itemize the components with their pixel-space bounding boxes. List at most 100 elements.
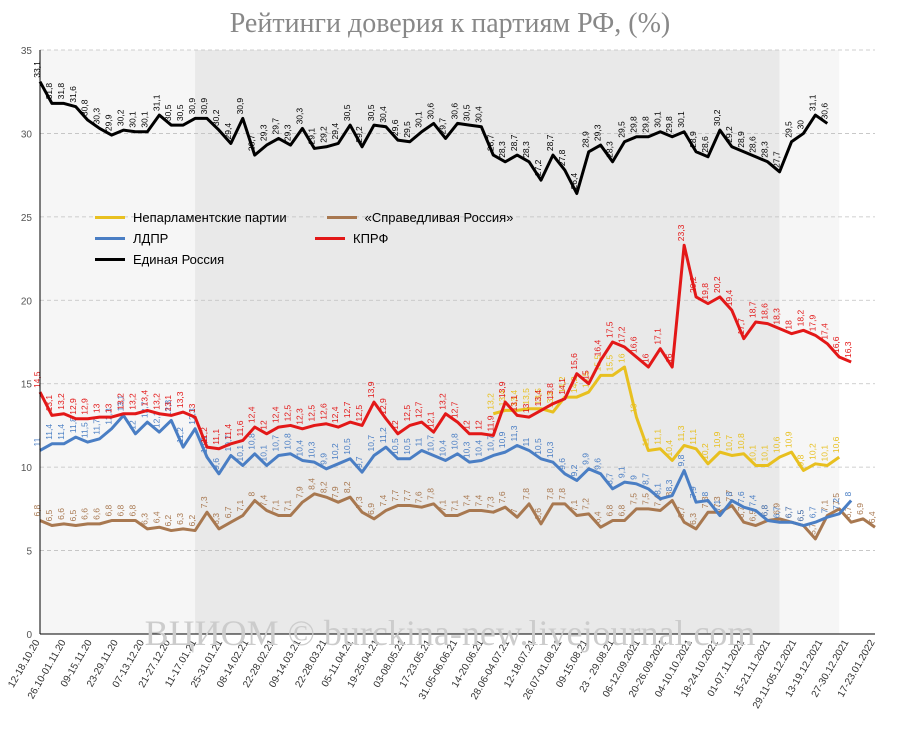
legend-label: Непарламентские партии: [133, 210, 287, 225]
svg-text:27,8: 27,8: [557, 149, 567, 166]
svg-text:29,4: 29,4: [223, 123, 233, 140]
svg-text:12,7: 12,7: [342, 401, 352, 418]
svg-text:10,5: 10,5: [402, 438, 412, 455]
svg-text:13,1: 13,1: [44, 395, 54, 412]
chart-title: Рейтинги доверия к партиям РФ, (%): [0, 8, 900, 40]
svg-text:10,9: 10,9: [712, 431, 722, 448]
svg-text:17,5: 17,5: [605, 321, 615, 338]
svg-text:10,7: 10,7: [366, 435, 376, 452]
svg-text:7,3: 7,3: [199, 496, 209, 508]
svg-text:8: 8: [724, 492, 734, 497]
svg-text:6,8: 6,8: [127, 504, 137, 516]
svg-text:31,1: 31,1: [807, 94, 817, 111]
svg-text:7,6: 7,6: [497, 491, 507, 503]
svg-text:29,2: 29,2: [724, 126, 734, 143]
svg-text:18,2: 18,2: [795, 310, 805, 327]
svg-text:30,1: 30,1: [139, 111, 149, 128]
svg-text:6,4: 6,4: [151, 511, 161, 523]
svg-text:18,3: 18,3: [772, 308, 782, 325]
legend-label: «Справедливая Россия»: [365, 210, 514, 225]
svg-text:30,6: 30,6: [426, 103, 436, 120]
svg-text:10,4: 10,4: [664, 440, 674, 457]
svg-text:10,5: 10,5: [342, 438, 352, 455]
svg-text:7,6: 7,6: [414, 491, 424, 503]
svg-text:30,3: 30,3: [294, 108, 304, 125]
svg-text:13,2: 13,2: [127, 393, 137, 410]
legend-label: ЛДПР: [133, 231, 168, 246]
svg-text:30,4: 30,4: [378, 106, 388, 123]
svg-text:10,5: 10,5: [533, 438, 543, 455]
svg-text:27,7: 27,7: [772, 151, 782, 168]
svg-text:11,1: 11,1: [652, 429, 662, 445]
svg-text:13: 13: [628, 403, 638, 413]
svg-text:10,7: 10,7: [485, 435, 495, 452]
svg-text:12,4: 12,4: [271, 406, 281, 423]
svg-text:30,5: 30,5: [175, 104, 185, 121]
svg-text:28,3: 28,3: [521, 141, 531, 158]
svg-text:30,5: 30,5: [342, 104, 352, 121]
svg-text:6,6: 6,6: [80, 508, 90, 520]
svg-text:30,2: 30,2: [712, 109, 722, 126]
svg-text:11,4: 11,4: [56, 424, 66, 440]
svg-text:10,1: 10,1: [748, 445, 758, 462]
svg-text:6,3: 6,3: [139, 513, 149, 525]
svg-text:17,4: 17,4: [819, 323, 829, 340]
svg-text:10,8: 10,8: [283, 433, 293, 450]
svg-text:16: 16: [664, 353, 674, 363]
svg-text:12: 12: [259, 420, 269, 430]
svg-text:10,8: 10,8: [450, 433, 460, 450]
svg-text:15,5: 15,5: [605, 355, 615, 372]
svg-text:11,2: 11,2: [199, 427, 209, 443]
svg-text:29,7: 29,7: [271, 118, 281, 135]
svg-text:30,5: 30,5: [163, 104, 173, 121]
svg-text:6,6: 6,6: [533, 508, 543, 520]
legend-item-sr: «Справедливая Россия»: [327, 210, 514, 225]
svg-text:20: 20: [21, 296, 33, 307]
svg-text:10,1: 10,1: [235, 445, 245, 462]
svg-text:7,1: 7,1: [438, 499, 448, 511]
svg-text:8,7: 8,7: [640, 473, 650, 485]
svg-text:6,7: 6,7: [772, 506, 782, 518]
svg-text:16,6: 16,6: [831, 336, 841, 353]
svg-text:13: 13: [187, 403, 197, 413]
svg-text:12,5: 12,5: [283, 405, 293, 422]
svg-text:12: 12: [461, 420, 471, 430]
svg-text:14,1: 14,1: [557, 378, 567, 395]
plot-area: 0510152025303512-18.10.2026.10-01.11.200…: [40, 50, 875, 634]
svg-text:15: 15: [21, 380, 33, 391]
svg-text:10,1: 10,1: [760, 445, 770, 462]
svg-text:30,9: 30,9: [235, 98, 245, 115]
svg-text:6,6: 6,6: [56, 508, 66, 520]
svg-text:10,2: 10,2: [807, 443, 817, 460]
svg-text:9,8: 9,8: [795, 454, 805, 466]
svg-text:28,3: 28,3: [760, 141, 770, 158]
svg-text:30,4: 30,4: [473, 106, 483, 123]
svg-text:16: 16: [640, 353, 650, 363]
legend-item-nonparl: Непарламентские партии: [95, 210, 287, 225]
svg-text:30,8: 30,8: [80, 99, 90, 116]
svg-text:10,3: 10,3: [545, 441, 555, 458]
chart-svg: 0510152025303512-18.10.2026.10-01.11.200…: [40, 50, 875, 634]
svg-text:6,7: 6,7: [784, 506, 794, 518]
svg-text:13,5: 13,5: [521, 388, 531, 405]
legend-swatch: [95, 216, 125, 219]
svg-text:6,2: 6,2: [187, 514, 197, 526]
svg-text:10: 10: [21, 463, 33, 474]
svg-text:25: 25: [21, 213, 33, 224]
svg-text:12,5: 12,5: [402, 405, 412, 422]
svg-text:10,5: 10,5: [390, 438, 400, 455]
legend-label: Единая Россия: [133, 252, 224, 267]
svg-text:28,9: 28,9: [736, 131, 746, 148]
svg-text:7,1: 7,1: [271, 499, 281, 511]
legend-item-kprf: КПРФ: [315, 231, 495, 246]
svg-text:28,3: 28,3: [497, 141, 507, 158]
svg-text:11: 11: [414, 437, 424, 446]
svg-text:7: 7: [819, 508, 829, 513]
legend: Непарламентские партии «Справедливая Рос…: [95, 210, 513, 273]
svg-text:28,7: 28,7: [545, 134, 555, 151]
svg-text:8: 8: [843, 492, 853, 497]
svg-text:28,6: 28,6: [700, 136, 710, 153]
svg-text:10,7: 10,7: [426, 435, 436, 452]
svg-text:10,4: 10,4: [438, 440, 448, 457]
svg-text:7,3: 7,3: [354, 496, 364, 508]
